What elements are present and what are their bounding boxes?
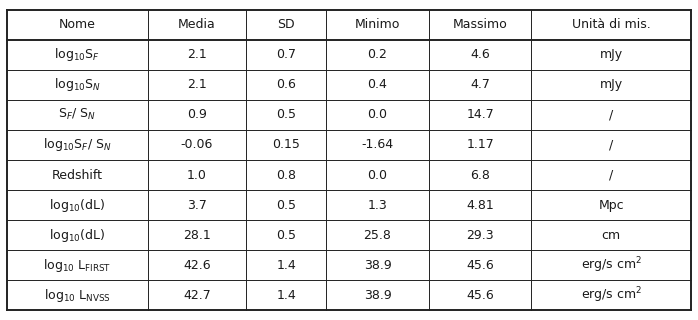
Text: 0.9: 0.9 (187, 108, 207, 121)
Text: Minimo: Minimo (355, 18, 400, 31)
Text: mJy: mJy (600, 48, 623, 61)
Text: 6.8: 6.8 (470, 169, 490, 181)
Text: Massimo: Massimo (453, 18, 507, 31)
Text: S$_F$/ S$_N$: S$_F$/ S$_N$ (59, 107, 96, 123)
Text: 14.7: 14.7 (466, 108, 494, 121)
Text: Media: Media (178, 18, 216, 31)
Text: 25.8: 25.8 (364, 229, 392, 242)
Text: 45.6: 45.6 (466, 289, 494, 302)
Text: 2.1: 2.1 (187, 48, 207, 61)
Text: 1.3: 1.3 (368, 199, 387, 212)
Text: Nome: Nome (59, 18, 96, 31)
Text: 42.7: 42.7 (183, 289, 211, 302)
Text: log$_{10}$S$_N$: log$_{10}$S$_N$ (54, 76, 101, 93)
Text: log$_{10}$ L$_{\rm NVSS}$: log$_{10}$ L$_{\rm NVSS}$ (44, 287, 111, 304)
Text: erg/s cm$^2$: erg/s cm$^2$ (581, 255, 642, 275)
Text: log$_{10}$S$_F$/ S$_N$: log$_{10}$S$_F$/ S$_N$ (43, 136, 112, 154)
Text: 3.7: 3.7 (187, 199, 207, 212)
Text: 0.6: 0.6 (276, 78, 296, 91)
Text: 1.0: 1.0 (187, 169, 207, 181)
Text: log$_{10}$(dL): log$_{10}$(dL) (49, 196, 105, 214)
Text: 0.5: 0.5 (276, 229, 296, 242)
Text: 0.2: 0.2 (368, 48, 387, 61)
Text: log$_{10}$ L$_{\rm FIRST}$: log$_{10}$ L$_{\rm FIRST}$ (43, 257, 112, 274)
Text: 0.5: 0.5 (276, 199, 296, 212)
Text: 0.8: 0.8 (276, 169, 296, 181)
Text: log$_{10}$S$_F$: log$_{10}$S$_F$ (54, 46, 101, 63)
Text: 4.7: 4.7 (470, 78, 490, 91)
Text: 1.4: 1.4 (276, 259, 296, 272)
Text: /: / (609, 108, 614, 121)
Text: 0.4: 0.4 (368, 78, 387, 91)
Text: 45.6: 45.6 (466, 259, 494, 272)
Text: Redshift: Redshift (52, 169, 103, 181)
Text: 42.6: 42.6 (183, 259, 211, 272)
Text: 0.7: 0.7 (276, 48, 296, 61)
Text: 1.17: 1.17 (466, 139, 494, 151)
Text: Unità di mis.: Unità di mis. (572, 18, 651, 31)
Text: -0.06: -0.06 (181, 139, 213, 151)
Text: SD: SD (278, 18, 295, 31)
Text: erg/s cm$^2$: erg/s cm$^2$ (581, 285, 642, 305)
Text: 38.9: 38.9 (364, 289, 392, 302)
Text: /: / (609, 169, 614, 181)
Text: 28.1: 28.1 (183, 229, 211, 242)
Text: Mpc: Mpc (598, 199, 624, 212)
Text: 29.3: 29.3 (466, 229, 494, 242)
Text: 4.6: 4.6 (470, 48, 490, 61)
Text: 38.9: 38.9 (364, 259, 392, 272)
Text: /: / (609, 139, 614, 151)
Text: 1.4: 1.4 (276, 289, 296, 302)
Text: mJy: mJy (600, 78, 623, 91)
Text: 4.81: 4.81 (466, 199, 494, 212)
Text: 0.0: 0.0 (368, 108, 387, 121)
Text: 0.15: 0.15 (272, 139, 300, 151)
Text: log$_{10}$(dL): log$_{10}$(dL) (49, 227, 105, 244)
Text: cm: cm (602, 229, 621, 242)
Text: -1.64: -1.64 (362, 139, 394, 151)
Text: 2.1: 2.1 (187, 78, 207, 91)
Text: 0.0: 0.0 (368, 169, 387, 181)
Text: 0.5: 0.5 (276, 108, 296, 121)
